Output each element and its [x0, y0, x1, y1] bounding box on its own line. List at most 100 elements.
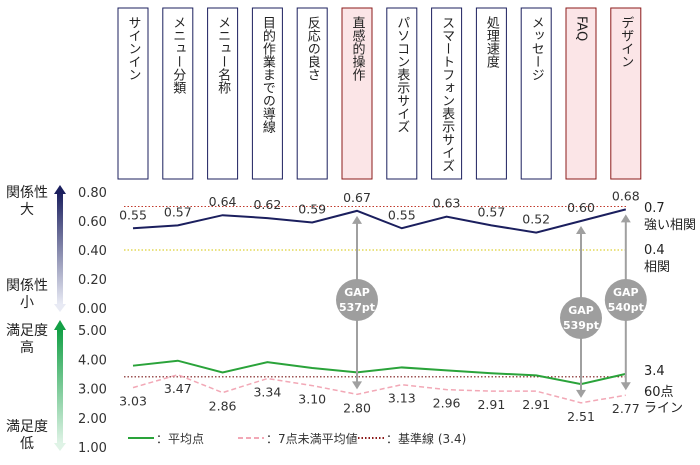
- data-labels: 0.55 0.57 0.64 0.62 0.59 0.67 0.55 0.63 0.57 0.52…: [119, 188, 640, 423]
- up-arrow-icon: [54, 185, 66, 194]
- y-tick: 0.60: [78, 215, 107, 230]
- satisfaction-low-label: 満足度: [6, 419, 48, 435]
- y-tick: 4.00: [78, 353, 107, 368]
- low-average-data-label: 3.13: [388, 391, 416, 406]
- series-lines: [132, 208, 627, 404]
- y-tick: 0.20: [78, 273, 107, 288]
- category-label: 反応の良さ: [305, 16, 321, 81]
- y-tick: 0.40: [78, 244, 107, 259]
- low-average-data-label: 2.91: [522, 397, 550, 412]
- down-arrow-icon: [54, 304, 66, 312]
- category-box: [386, 7, 418, 180]
- relevance-data-label: 0.55: [388, 207, 416, 222]
- gap-value: 537pt: [339, 301, 375, 314]
- category-label: スマートフォン表示サイズ: [439, 16, 455, 172]
- gap-arrow-head-icon: [352, 215, 362, 224]
- category-box: [251, 7, 283, 180]
- gap-arrow-head-icon: [576, 226, 586, 234]
- y-tick: 1.00: [78, 441, 107, 456]
- y-tick: 0.80: [78, 186, 107, 201]
- satisfaction-high-label: 高: [20, 339, 34, 356]
- category-box: [431, 7, 463, 180]
- low-average-data-label: 2.77: [612, 401, 640, 416]
- gap-arrow-head-icon: [352, 381, 362, 390]
- category-label: 直感的操作: [350, 16, 366, 81]
- low-average-data-label: 3.34: [253, 385, 281, 400]
- low-average-data-label: 2.96: [433, 396, 461, 411]
- ref-value-label: 3.4: [644, 364, 665, 379]
- relevance-gradient-bar: [57, 192, 63, 304]
- relevance-data-label: 0.67: [343, 190, 371, 205]
- down-arrow-icon: [54, 443, 66, 451]
- relevance-data-label: 0.68: [612, 188, 640, 203]
- gap-value: 539pt: [563, 319, 599, 332]
- relevance-data-label: 0.55: [119, 207, 147, 222]
- category-box: [475, 7, 507, 180]
- relevance-data-label: 0.57: [164, 204, 192, 219]
- y-tick: 5.00: [78, 324, 107, 339]
- category-label: 目的作業までの導線: [260, 16, 276, 133]
- category-label: 処理速度: [484, 16, 500, 68]
- gap-label: GAP: [613, 286, 639, 299]
- low-average-data-label: 2.80: [343, 400, 371, 415]
- category-label: サインイン: [126, 16, 141, 81]
- gap-circle: [604, 279, 647, 321]
- relevance-data-label: 0.62: [253, 197, 281, 212]
- category-header-boxes: サインイン メニュー分類 メニュー名称 目的作業までの導線 反応の良さ 直感的操作 パソコン…: [117, 7, 642, 180]
- category-box: [207, 7, 239, 180]
- legend: ：平均点 ：7点未満平均値 ：基準線 (3.4): [128, 431, 466, 446]
- gap-circle: [560, 297, 602, 339]
- legend-label: ：基準線 (3.4): [386, 431, 466, 446]
- category-box: [296, 7, 328, 180]
- ref-value-label: 0.4: [644, 243, 665, 258]
- gap-value: 540pt: [608, 301, 644, 314]
- relevance-data-label: 0.59: [298, 201, 326, 216]
- category-label: デザイン: [618, 16, 634, 68]
- category-box: [520, 7, 552, 180]
- ref-text-label: ライン: [644, 401, 683, 416]
- average-score-line: [132, 359, 627, 386]
- low-average-data-label: 2.51: [567, 409, 595, 424]
- ref-value-label: 60点: [644, 385, 674, 400]
- relevance-line: [132, 208, 627, 234]
- relevance-data-label: 0.52: [522, 212, 550, 227]
- category-label: メニュー分類: [170, 16, 186, 94]
- relevance-data-label: 0.60: [567, 200, 595, 215]
- category-box: [162, 7, 194, 180]
- relevance-data-label: 0.63: [433, 196, 461, 211]
- relevance-data-label: 0.64: [209, 194, 237, 209]
- satisfaction-low-label: 低: [20, 436, 34, 452]
- low-average-data-label: 3.10: [298, 392, 326, 407]
- ref-text-label: 相関: [644, 260, 670, 275]
- legend-label: ：7点未満平均値: [266, 431, 358, 446]
- y-tick: 2.00: [78, 412, 107, 427]
- category-label: メッセージ: [529, 16, 545, 81]
- relevance-high-label: 関係性: [6, 185, 48, 201]
- relevance-low-label: 関係性: [6, 278, 48, 294]
- y-tick: 3.00: [78, 383, 107, 398]
- category-label: FAQ: [574, 16, 589, 41]
- relevance-low-label: 小: [20, 295, 34, 311]
- gap-arrow-head-icon: [576, 389, 586, 398]
- low-average-data-label: 3.03: [119, 394, 147, 409]
- category-box: [610, 7, 642, 180]
- category-label: メニュー名称: [215, 16, 231, 94]
- gap-label: GAP: [568, 304, 594, 317]
- low-average-data-label: 2.86: [209, 399, 237, 414]
- relevance-high-label: 大: [20, 202, 34, 218]
- category-box: [565, 7, 597, 180]
- category-box: [117, 7, 149, 180]
- low-average-data-label: 3.47: [164, 381, 192, 396]
- category-box: [341, 7, 373, 180]
- gap-arrow-head-icon: [620, 214, 631, 223]
- y-tick-labels: 0.80 0.60 0.40 0.20 0.00 5.00 4.00 3.00 2.00 1.00: [78, 186, 107, 456]
- category-label: パソコン表示サイズ: [394, 16, 410, 133]
- gap-circle: [336, 279, 378, 321]
- ref-value-label: 0.7: [644, 201, 665, 216]
- satisfaction-high-label: 満足度: [6, 323, 48, 339]
- gap-label: GAP: [344, 286, 370, 299]
- gap-arrow-head-icon: [620, 382, 631, 391]
